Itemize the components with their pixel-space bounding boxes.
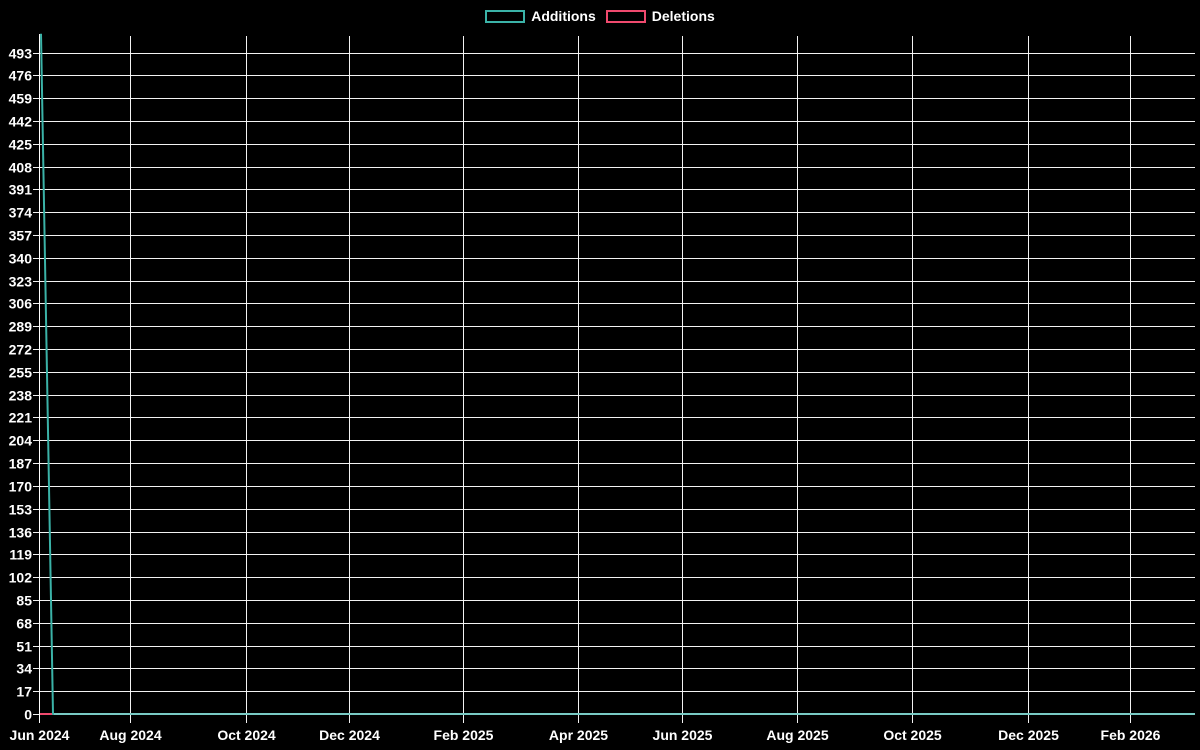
y-tick-label: 442 — [9, 113, 33, 129]
y-tick-label: 102 — [9, 569, 33, 585]
y-tick-label: 204 — [9, 432, 33, 448]
y-tick-label: 289 — [9, 318, 33, 334]
y-tick-label: 0 — [24, 706, 32, 722]
y-tick-label: 34 — [16, 660, 32, 676]
deletions-legend-label: Deletions — [651, 8, 715, 24]
y-tick-label: 136 — [9, 524, 33, 540]
y-tick-label: 374 — [9, 204, 33, 220]
additions-line — [40, 33, 1195, 715]
x-tick-label: Feb 2026 — [1101, 727, 1161, 743]
x-tick-label: Jun 2024 — [10, 727, 70, 743]
y-tick-label: 340 — [9, 250, 33, 266]
y-tick-label: 153 — [9, 501, 33, 517]
y-tick-label: 68 — [16, 615, 32, 631]
deletions-swatch-icon — [605, 9, 646, 23]
y-tick-label: 425 — [9, 136, 33, 152]
y-tick-label: 238 — [9, 387, 33, 403]
additions-swatch-icon — [485, 9, 526, 23]
y-tick-label: 476 — [9, 67, 33, 83]
y-tick-label: 221 — [9, 409, 33, 425]
y-tick-label: 119 — [9, 546, 32, 562]
x-tick-label: Aug 2024 — [99, 727, 161, 743]
y-tick-label: 408 — [9, 159, 33, 175]
x-tick-label: Apr 2025 — [549, 727, 608, 743]
x-tick-label: Dec 2024 — [319, 727, 380, 743]
y-tick-label: 85 — [16, 592, 32, 608]
y-tick-label: 187 — [9, 455, 33, 471]
y-tick-label: 51 — [16, 638, 32, 654]
x-tick-label: Oct 2025 — [883, 727, 942, 743]
y-tick-label: 357 — [9, 227, 33, 243]
additions-legend-label: Additions — [531, 8, 596, 24]
legend-item-additions[interactable]: Additions — [485, 9, 596, 23]
y-tick-label: 459 — [9, 90, 33, 106]
y-tick-label: 391 — [9, 181, 33, 197]
legend-item-deletions[interactable]: Deletions — [605, 8, 715, 24]
x-tick-label: Oct 2024 — [217, 727, 276, 743]
y-tick-label: 272 — [9, 341, 33, 357]
chart-legend: Additions Deletions — [0, 9, 1200, 23]
x-tick-label: Dec 2025 — [998, 727, 1059, 743]
x-tick-label: Aug 2025 — [766, 727, 828, 743]
y-tick-label: 323 — [9, 273, 33, 289]
y-tick-label: 493 — [9, 45, 33, 61]
x-tick-label: Jun 2025 — [653, 727, 713, 743]
y-tick-label: 170 — [9, 478, 33, 494]
x-tick-label: Feb 2025 — [434, 727, 494, 743]
y-tick-label: 255 — [9, 364, 33, 380]
y-tick-label: 17 — [16, 683, 32, 699]
y-tick-label: 306 — [9, 295, 33, 311]
